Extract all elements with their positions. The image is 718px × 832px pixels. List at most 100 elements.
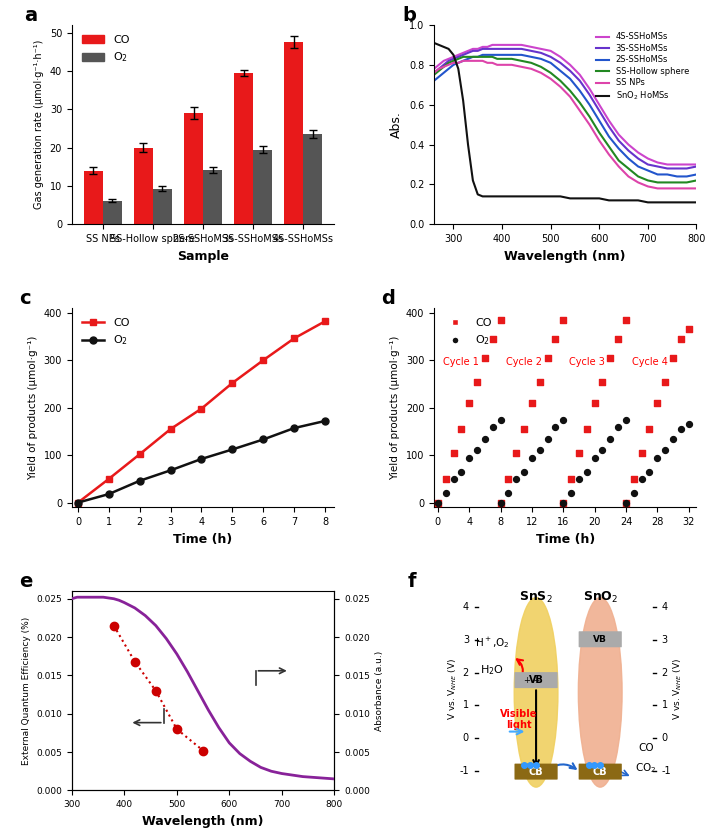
4S-SSHoMSs [663, 160, 671, 170]
Text: VB: VB [593, 635, 607, 644]
SS NPs [556, 82, 564, 92]
SS-Hollow sphere [459, 52, 467, 62]
4S-SSHoMSs [585, 84, 594, 94]
SnO$_2$ HoMSs [624, 196, 633, 206]
Point [644, 465, 656, 478]
O$_2$ [197, 454, 206, 464]
SS NPs [595, 136, 604, 146]
SS NPs [546, 74, 555, 84]
2S-SSHoMSs [576, 86, 584, 96]
O$_2$ [136, 476, 144, 486]
2S-SSHoMSs [643, 166, 652, 176]
SnO$_2$ HoMSs [464, 140, 472, 150]
Text: CB: CB [593, 767, 607, 777]
Text: V vs. V$_{NHE}$ (V): V vs. V$_{NHE}$ (V) [671, 658, 684, 720]
Point [683, 323, 694, 336]
CO [290, 334, 299, 344]
Point [526, 396, 538, 409]
SS NPs [527, 64, 536, 74]
SS NPs [517, 62, 526, 72]
4S-SSHoMSs [488, 40, 497, 50]
Text: 0: 0 [463, 733, 469, 743]
2S-SSHoMSs [439, 68, 448, 78]
4S-SSHoMSs [449, 52, 458, 62]
4S-SSHoMSs [517, 40, 526, 50]
Text: f: f [408, 572, 416, 591]
3S-SSHoMSs [469, 46, 477, 56]
2S-SSHoMSs [615, 144, 623, 154]
2S-SSHoMSs [473, 52, 482, 62]
4S-SSHoMSs [673, 160, 681, 170]
SS-Hollow sphere [493, 54, 501, 64]
2S-SSHoMSs [595, 116, 604, 126]
Text: -1: -1 [661, 765, 671, 775]
Text: 4: 4 [661, 602, 668, 612]
Point [612, 420, 624, 433]
SnO$_2$ HoMSs [566, 193, 574, 203]
Point [636, 446, 648, 459]
Y-axis label: Abs.: Abs. [391, 111, 404, 138]
2S-SSHoMSs [508, 50, 516, 60]
SnO$_2$ HoMSs [478, 191, 487, 201]
CO [197, 404, 206, 414]
Point [471, 375, 482, 389]
SS NPs [444, 60, 453, 70]
FancyBboxPatch shape [579, 631, 622, 647]
SS-Hollow sphere [653, 177, 662, 187]
Point [440, 473, 452, 486]
X-axis label: Wavelength (nm): Wavelength (nm) [505, 250, 626, 263]
Text: SnO$_2$: SnO$_2$ [582, 590, 618, 605]
Point [628, 473, 640, 486]
Text: CO: CO [638, 743, 654, 753]
Bar [153, 189, 172, 225]
4S-SSHoMSs [536, 44, 545, 54]
Point [550, 420, 561, 433]
CO [136, 449, 144, 459]
Point [651, 451, 663, 464]
3S-SSHoMSs [434, 64, 443, 74]
CO [259, 355, 268, 365]
Point [432, 496, 444, 509]
Point [581, 465, 592, 478]
4S-SSHoMSs [576, 70, 584, 80]
Point [432, 496, 444, 509]
Point [487, 332, 498, 345]
Point [542, 432, 554, 445]
Point [479, 432, 490, 445]
2S-SSHoMSs [634, 161, 643, 171]
3S-SSHoMSs [454, 52, 462, 62]
Ellipse shape [579, 597, 622, 787]
Point [471, 443, 482, 457]
SnO$_2$ HoMSs [449, 50, 458, 60]
SS NPs [673, 183, 681, 193]
3S-SSHoMSs [449, 54, 458, 64]
Point [448, 473, 460, 486]
SS NPs [488, 58, 497, 68]
4S-SSHoMSs [464, 46, 472, 56]
Point [557, 496, 569, 509]
Line: 3S-SSHoMSs: 3S-SSHoMSs [434, 49, 696, 168]
Text: 0: 0 [661, 733, 668, 743]
FancyBboxPatch shape [579, 764, 622, 780]
3S-SSHoMSs [682, 163, 691, 174]
Point [628, 487, 640, 500]
Point [589, 396, 600, 409]
3S-SSHoMSs [498, 44, 506, 54]
Point [675, 423, 686, 436]
Point [503, 473, 514, 486]
Y-axis label: Absorbance (a.u.): Absorbance (a.u.) [376, 651, 384, 730]
3S-SSHoMSs [566, 66, 574, 76]
Point [464, 396, 475, 409]
SS-Hollow sphere [624, 163, 633, 174]
2S-SSHoMSs [624, 154, 633, 164]
2S-SSHoMSs [692, 170, 701, 180]
Text: H$^+$,O$_2$: H$^+$,O$_2$ [475, 636, 510, 651]
SnO$_2$ HoMSs [498, 191, 506, 201]
3S-SSHoMSs [546, 52, 555, 62]
Bar [84, 171, 103, 225]
SnO$_2$ HoMSs [439, 42, 448, 52]
Point [557, 413, 569, 426]
4S-SSHoMSs [634, 147, 643, 157]
SnO$_2$ HoMSs [493, 191, 501, 201]
2S-SSHoMSs [585, 100, 594, 110]
